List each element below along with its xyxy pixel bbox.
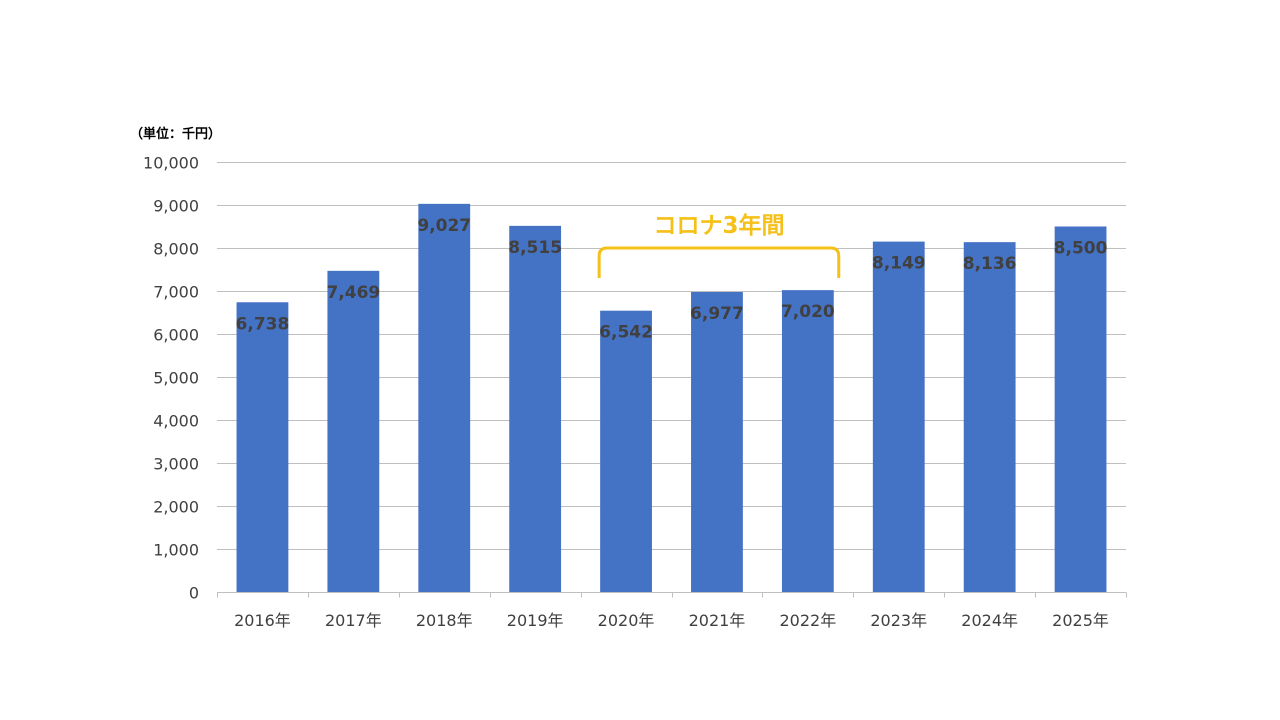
y-tick-label: 4,000 xyxy=(153,412,199,431)
bar-value-label: 6,977 xyxy=(690,304,744,324)
bar-value-label: 8,136 xyxy=(963,254,1017,274)
bar-value-label: 7,469 xyxy=(326,283,380,303)
y-tick-label: 9,000 xyxy=(153,197,199,216)
y-tick-label: 10,000 xyxy=(143,154,199,173)
bar-value-label: 6,738 xyxy=(236,314,290,334)
x-tick-label: 2018年 xyxy=(416,611,473,630)
y-tick-label: 2,000 xyxy=(153,498,199,517)
bar xyxy=(963,242,1016,593)
annotation-bracket xyxy=(597,246,841,278)
bars xyxy=(236,203,1107,593)
bar xyxy=(691,291,743,592)
y-tick-label: 8,000 xyxy=(153,240,199,259)
bar xyxy=(418,203,471,593)
bar-labels: 6,738 7,469 9,027 8,515 6,542 6,977 7,020 8,149… xyxy=(236,216,1108,343)
bar xyxy=(872,241,925,592)
y-tick-label: 3,000 xyxy=(153,455,199,474)
bar xyxy=(1054,226,1107,592)
x-tick-label: 2016年 xyxy=(234,611,291,630)
bar xyxy=(600,310,652,592)
x-tick-label: 2020年 xyxy=(598,611,655,630)
x-tick-label: 2024年 xyxy=(961,611,1018,630)
bar-value-label: 8,149 xyxy=(872,254,926,274)
y-tick-label: 0 xyxy=(189,584,199,603)
unit-label: （単位：千円） xyxy=(130,126,221,142)
bar-value-label: 9,027 xyxy=(417,216,471,236)
x-tick-label: 2021年 xyxy=(689,611,746,630)
x-tick-label: 2017年 xyxy=(325,611,382,630)
bar xyxy=(509,225,562,593)
annotation: コロナ3年間 xyxy=(597,212,841,278)
bar xyxy=(327,270,380,592)
x-tick-label: 2022年 xyxy=(779,611,836,630)
y-tick-label: 5,000 xyxy=(153,369,199,388)
x-tick-label: 2025年 xyxy=(1052,611,1109,630)
y-tick-label: 1,000 xyxy=(153,541,199,560)
bar-value-label: 6,542 xyxy=(599,323,653,343)
axes: 0 1,000 2,000 3,000 4,000 5,000 6,000 7,000 8,00… xyxy=(143,154,1127,630)
x-tick-label: 2023年 xyxy=(870,611,927,630)
x-tick-label: 2019年 xyxy=(507,611,564,630)
y-tick-label: 7,000 xyxy=(153,283,199,302)
bar xyxy=(236,302,289,592)
bar xyxy=(781,290,834,592)
bar-value-label: 8,500 xyxy=(1054,239,1108,259)
y-tick-label: 6,000 xyxy=(153,326,199,345)
annotation-label: コロナ3年間 xyxy=(653,212,784,239)
bar-value-label: 7,020 xyxy=(781,302,835,322)
bar-value-label: 8,515 xyxy=(508,238,562,258)
